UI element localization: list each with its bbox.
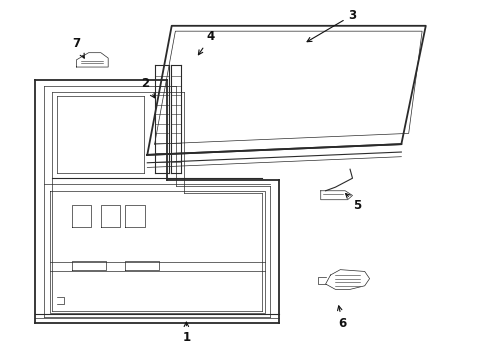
Text: 2: 2 bbox=[141, 77, 155, 98]
Text: 7: 7 bbox=[73, 37, 84, 58]
Text: 5: 5 bbox=[345, 194, 362, 212]
Text: 4: 4 bbox=[198, 30, 215, 55]
Text: 3: 3 bbox=[307, 9, 357, 42]
Text: 1: 1 bbox=[182, 322, 191, 344]
Text: 6: 6 bbox=[338, 306, 347, 330]
